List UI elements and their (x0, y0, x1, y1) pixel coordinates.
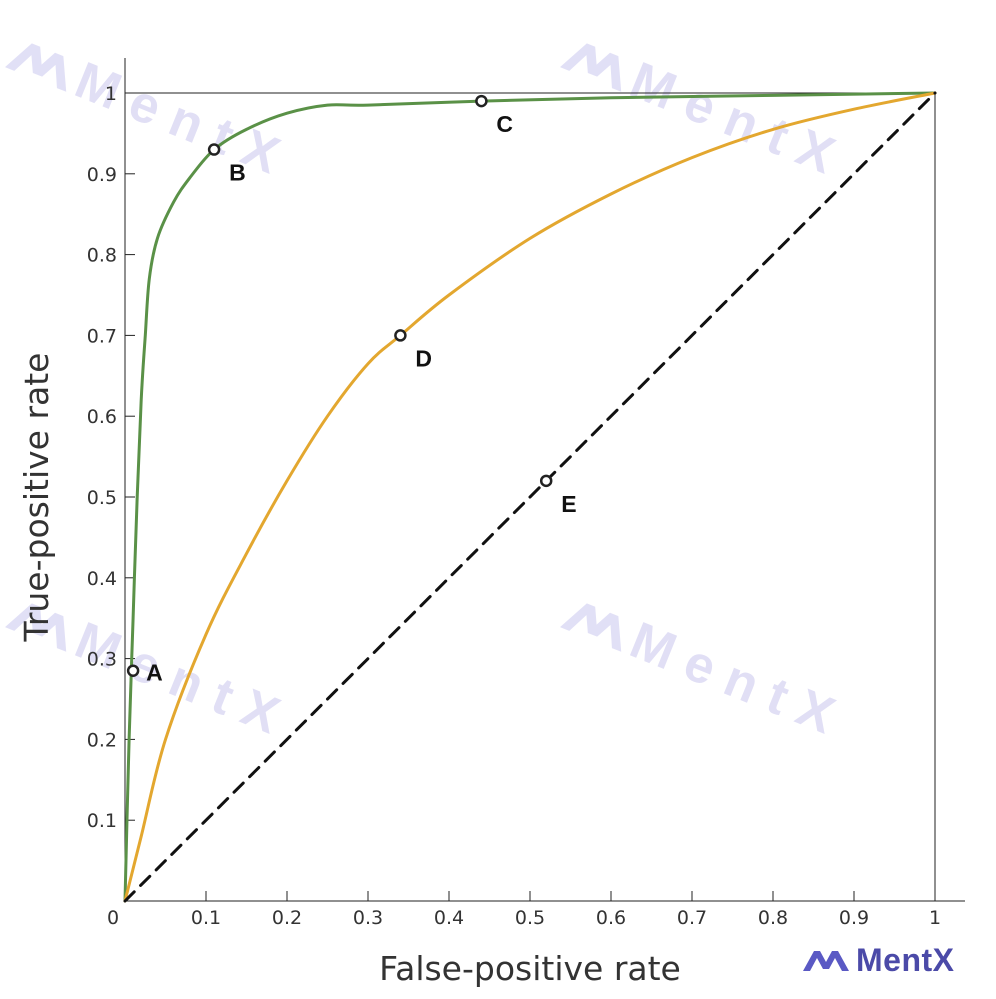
y-tick-label: 0.4 (87, 568, 117, 590)
x-tick-label: 0 (107, 907, 119, 929)
series-group (123, 91, 937, 903)
y-tick-label: 0.2 (87, 729, 117, 751)
point-d-marker (394, 329, 407, 342)
axis-ticks: 0 0.1 0.2 0.3 0.4 0.5 0.6 0.7 0.8 0.9 1 0.1 0.2 0.3 0.… (87, 83, 941, 929)
brand-logo: MentX (800, 940, 955, 980)
y-tick-label: 1 (105, 83, 117, 105)
point-c-marker (475, 94, 488, 108)
y-tick-label: 0.7 (87, 325, 117, 347)
x-tick-label: 0.4 (434, 907, 464, 929)
point-e-marker (539, 474, 553, 488)
y-axis-title: True-positive rate (17, 353, 56, 643)
y-tick-label: 0.6 (87, 406, 117, 428)
x-tick-label: 0.6 (596, 907, 626, 929)
point-b-label: B (229, 160, 246, 186)
brand-logo-icon (803, 951, 849, 971)
watermark-icon (560, 43, 622, 92)
point-a-label: A (146, 660, 163, 686)
x-tick-label: 0.2 (272, 907, 302, 929)
x-tick-label: 0.3 (353, 907, 383, 929)
plot-frame (124, 58, 965, 902)
x-tick-label: 0.7 (677, 907, 707, 929)
series-line-2 (123, 91, 937, 903)
watermark-text: M e n t X (622, 611, 842, 745)
y-tick-label: 0.3 (87, 649, 117, 671)
x-tick-label: 0.1 (191, 907, 221, 929)
series-line-3 (123, 91, 937, 903)
watermark-icon (5, 43, 67, 92)
x-tick-label: 0.9 (839, 907, 869, 929)
point-a-marker (126, 664, 140, 677)
point-c-label: C (496, 111, 513, 137)
watermark-4: M e n t X (560, 603, 843, 745)
x-tick-label: 0.8 (758, 907, 788, 929)
y-tick-label: 0.5 (87, 487, 117, 509)
watermark-icon (5, 603, 67, 652)
x-axis-title: False-positive rate (379, 949, 681, 988)
y-tick-label: 0.1 (87, 810, 117, 832)
brand-text: MentX (856, 941, 955, 978)
x-tick-label: 0.5 (515, 907, 545, 929)
y-tick-label: 0.9 (87, 164, 117, 186)
point-e-label: E (561, 491, 576, 517)
points-group: A B C D E (126, 94, 577, 686)
watermark-2: M e n t X (560, 43, 843, 185)
watermark-icon (560, 603, 622, 652)
series-line-1 (123, 91, 937, 903)
point-d-label: D (415, 345, 432, 371)
watermark-text: M e n t X (67, 611, 287, 745)
x-tick-label: 1 (929, 907, 941, 929)
y-tick-label: 0.8 (87, 245, 117, 267)
point-b-marker (207, 143, 221, 156)
